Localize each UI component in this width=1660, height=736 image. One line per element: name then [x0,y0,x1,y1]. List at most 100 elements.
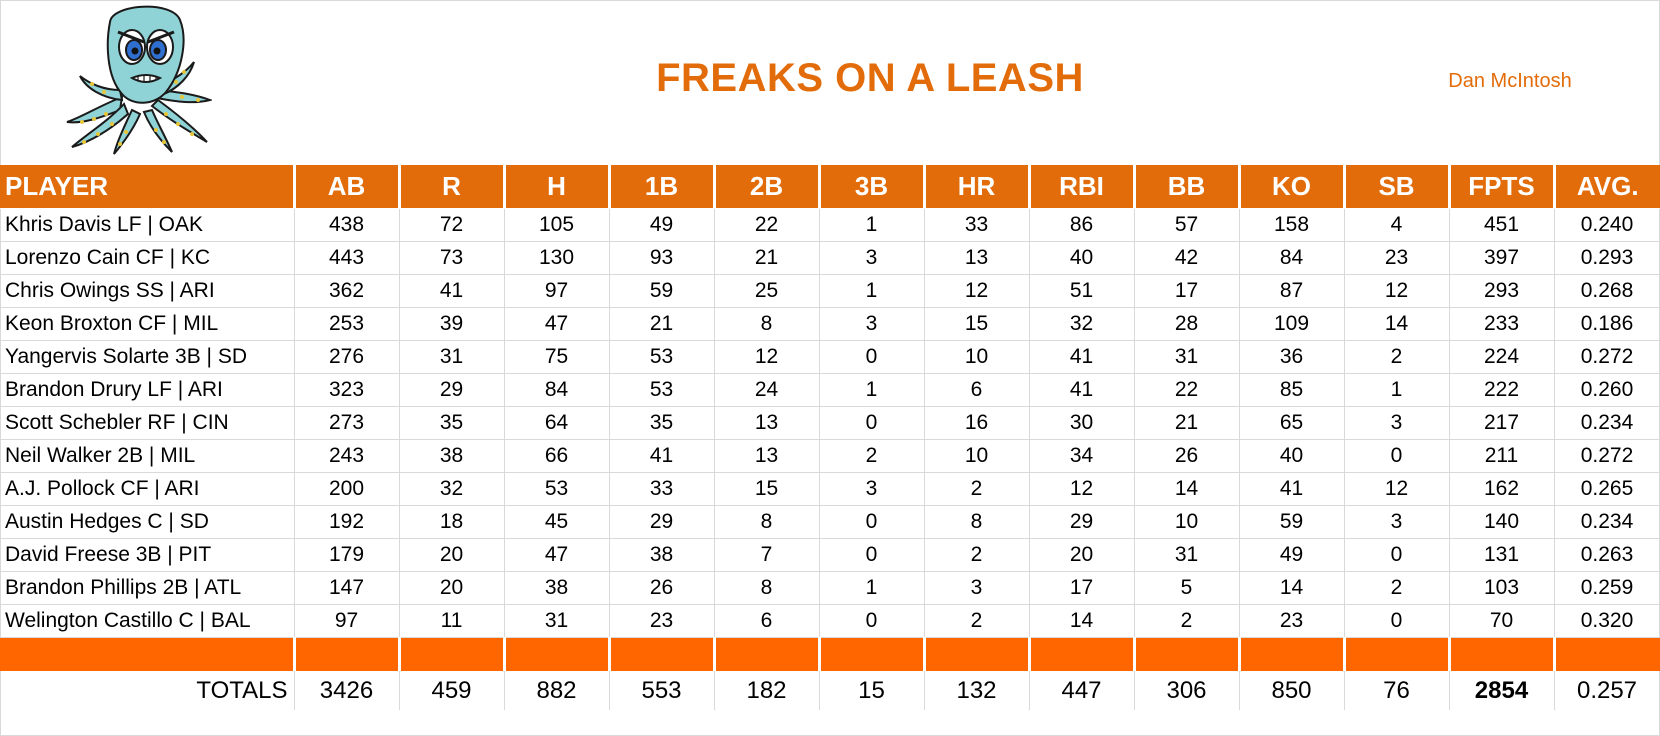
stat-cell: 0.268 [1554,274,1660,308]
player-cell: Khris Davis LF | OAK [0,208,295,242]
stat-cell: 36 [1239,340,1345,374]
stat-cell: 28 [1134,307,1240,341]
column-header: FPTS [1449,165,1556,209]
stat-cell: 200 [294,472,400,506]
stat-cell: 11 [399,604,505,638]
stat-cell: 38 [504,571,610,605]
stat-cell: 0 [1344,439,1450,473]
totals-cell: 459 [399,671,505,710]
stat-cell: 131 [1449,538,1555,572]
stat-cell: 0.293 [1554,241,1660,275]
stat-cell: 0 [819,340,925,374]
stat-cell: 2 [924,472,1030,506]
stat-cell: 41 [1029,340,1135,374]
column-header: RBI [1029,165,1136,209]
stat-cell: 8 [924,505,1030,539]
stat-cell: 39 [399,307,505,341]
stat-cell: 0 [1344,604,1450,638]
stat-cell: 105 [504,208,610,242]
separator-cell [819,637,926,671]
stat-cell: 0.234 [1554,505,1660,539]
player-cell: Austin Hedges C | SD [0,505,295,539]
stat-cell: 3 [924,571,1030,605]
stat-cell: 14 [1134,472,1240,506]
stat-cell: 222 [1449,373,1555,407]
stat-cell: 97 [294,604,400,638]
stat-cell: 70 [1449,604,1555,638]
player-cell: Scott Schebler RF | CIN [0,406,295,440]
stat-cell: 20 [399,538,505,572]
stat-cell: 14 [1344,307,1450,341]
stat-cell: 14 [1029,604,1135,638]
stat-cell: 87 [1239,274,1345,308]
stat-cell: 29 [399,373,505,407]
stat-cell: 0.240 [1554,208,1660,242]
stat-cell: 0 [819,538,925,572]
stat-cell: 2 [1344,340,1450,374]
totals-row: TOTALS 3426 459 882 553 182 15 132 447 306 850 76 28… [0,671,1660,710]
stat-cell: 65 [1239,406,1345,440]
stat-cell: 22 [714,208,820,242]
stat-cell: 397 [1449,241,1555,275]
stat-cell: 0.272 [1554,439,1660,473]
stat-cell: 17 [1029,571,1135,605]
table-row: David Freese 3B | PIT 179 20 47 38 7 0 2 20 31 49 0… [0,538,1660,572]
table-row: A.J. Pollock CF | ARI 200 32 53 33 15 3 2 12 14 41… [0,472,1660,506]
stat-cell: 1 [819,208,925,242]
column-header: AB [294,165,401,209]
stat-cell: 14 [1239,571,1345,605]
stat-cell: 85 [1239,373,1345,407]
stat-cell: 31 [1134,538,1240,572]
stat-cell: 66 [504,439,610,473]
stat-cell: 23 [1239,604,1345,638]
stat-cell: 97 [504,274,610,308]
stat-cell: 42 [1134,241,1240,275]
stat-cell: 40 [1029,241,1135,275]
table-row: Neil Walker 2B | MIL 243 38 66 41 13 2 10 34 26 40… [0,439,1660,473]
column-header: R [399,165,506,209]
stat-cell: 41 [609,439,715,473]
stat-cell: 0.259 [1554,571,1660,605]
stat-cell: 8 [714,307,820,341]
table-body: Khris Davis LF | OAK 438 72 105 49 22 1 33 86 57 1… [0,208,1660,710]
stat-cell: 51 [1029,274,1135,308]
separator-cell [1029,637,1136,671]
stat-cell: 276 [294,340,400,374]
totals-cell: 553 [609,671,715,710]
stat-cell: 0.260 [1554,373,1660,407]
table-row: Brandon Phillips 2B | ATL 147 20 38 26 8 1 3 17 5… [0,571,1660,605]
separator-cell [609,637,716,671]
stat-cell: 1 [819,571,925,605]
stat-cell: 7 [714,538,820,572]
player-cell: Brandon Drury LF | ARI [0,373,295,407]
stat-cell: 20 [399,571,505,605]
stat-cell: 34 [1029,439,1135,473]
stat-cell: 75 [504,340,610,374]
player-cell: Keon Broxton CF | MIL [0,307,295,341]
table-row: Chris Owings SS | ARI 362 41 97 59 25 1 12 51 17 8… [0,274,1660,308]
stat-cell: 438 [294,208,400,242]
table-row: Austin Hedges C | SD 192 18 45 29 8 0 8 29 10 59 3 1… [0,505,1660,539]
player-cell: Neil Walker 2B | MIL [0,439,295,473]
stat-cell: 12 [1344,274,1450,308]
stat-cell: 73 [399,241,505,275]
stat-cell: 35 [609,406,715,440]
stat-cell: 140 [1449,505,1555,539]
stat-cell: 35 [399,406,505,440]
stat-cell: 59 [1239,505,1345,539]
stat-cell: 23 [1344,241,1450,275]
team-title: FREAKS ON A LEASH [656,56,1084,100]
player-cell: David Freese 3B | PIT [0,538,295,572]
separator-cell [1134,637,1241,671]
totals-cell: 0.257 [1554,671,1660,710]
stat-cell: 179 [294,538,400,572]
stat-cell: 293 [1449,274,1555,308]
stat-cell: 217 [1449,406,1555,440]
stat-cell: 84 [1239,241,1345,275]
table-row: Lorenzo Cain CF | KC 443 73 130 93 21 3 13 40 42 8… [0,241,1660,275]
stat-cell: 15 [714,472,820,506]
stat-cell: 24 [714,373,820,407]
totals-cell: 76 [1344,671,1450,710]
separator-cell [924,637,1031,671]
stat-cell: 323 [294,373,400,407]
